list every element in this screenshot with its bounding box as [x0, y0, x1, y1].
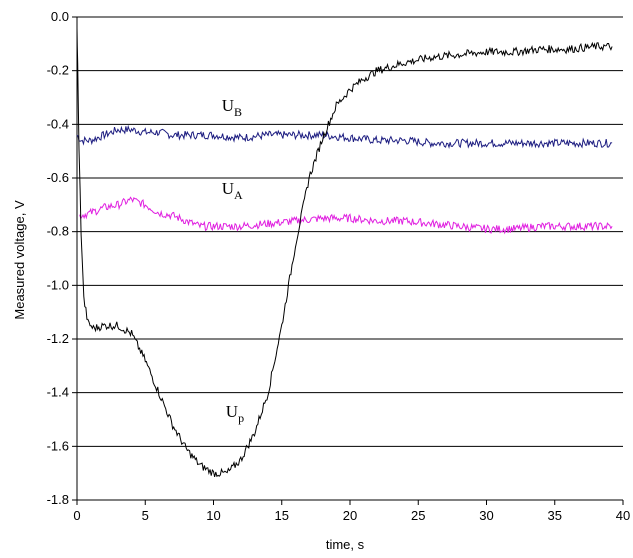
y-tick-label: 0.0: [51, 9, 69, 24]
y-tick-label: -0.6: [47, 170, 69, 185]
x-tick-label: 10: [206, 508, 220, 523]
series-line-u-p: [76, 28, 613, 478]
y-tick-label: -1.0: [47, 277, 69, 292]
series-line-u-a: [79, 196, 613, 235]
x-tick-label: 35: [548, 508, 562, 523]
tick-labels: 0.0 -0.2 -0.4 -0.6 -0.8 -1.0 -1.2 -1.4 -1.6 -1.8 0…: [47, 9, 631, 523]
y-tick-label: -1.4: [47, 385, 69, 400]
series-labels: UB UA Up: [222, 96, 244, 425]
series-line-u-b: [76, 124, 613, 149]
x-tick-label: 40: [616, 508, 630, 523]
x-tick-label: 5: [142, 508, 149, 523]
x-tick-label: 0: [73, 508, 80, 523]
y-tick-label: -0.2: [47, 63, 69, 78]
y-tick-label: -1.8: [47, 492, 69, 507]
series-group: [76, 28, 613, 478]
series-label-u-a: UA: [222, 179, 243, 202]
x-tick-label: 20: [343, 508, 357, 523]
x-axis-title: time, s: [326, 537, 365, 552]
x-tick-label: 15: [275, 508, 289, 523]
series-label-u-p: Up: [226, 402, 244, 425]
y-axis-title: Measured voltage, V: [12, 200, 27, 320]
x-tick-label: 25: [411, 508, 425, 523]
x-tick-label: 30: [479, 508, 493, 523]
y-tick-label: -1.6: [47, 438, 69, 453]
y-tick-label: -0.4: [47, 116, 69, 131]
axes: [72, 16, 624, 505]
y-tick-label: -0.8: [47, 224, 69, 239]
series-label-u-b: UB: [222, 96, 242, 119]
y-tick-label: -1.2: [47, 331, 69, 346]
